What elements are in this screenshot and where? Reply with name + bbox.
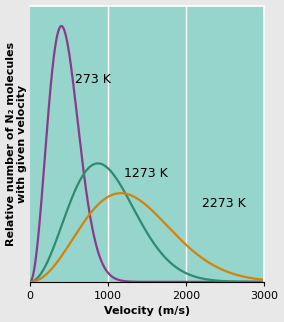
Y-axis label: Relative number of N₂ molecules
with given velocity: Relative number of N₂ molecules with giv…: [6, 42, 27, 246]
Text: 273 K: 273 K: [75, 73, 111, 86]
X-axis label: Velocity (m/s): Velocity (m/s): [104, 307, 190, 317]
Text: 1273 K: 1273 K: [124, 167, 168, 180]
Text: 2273 K: 2273 K: [202, 197, 246, 210]
